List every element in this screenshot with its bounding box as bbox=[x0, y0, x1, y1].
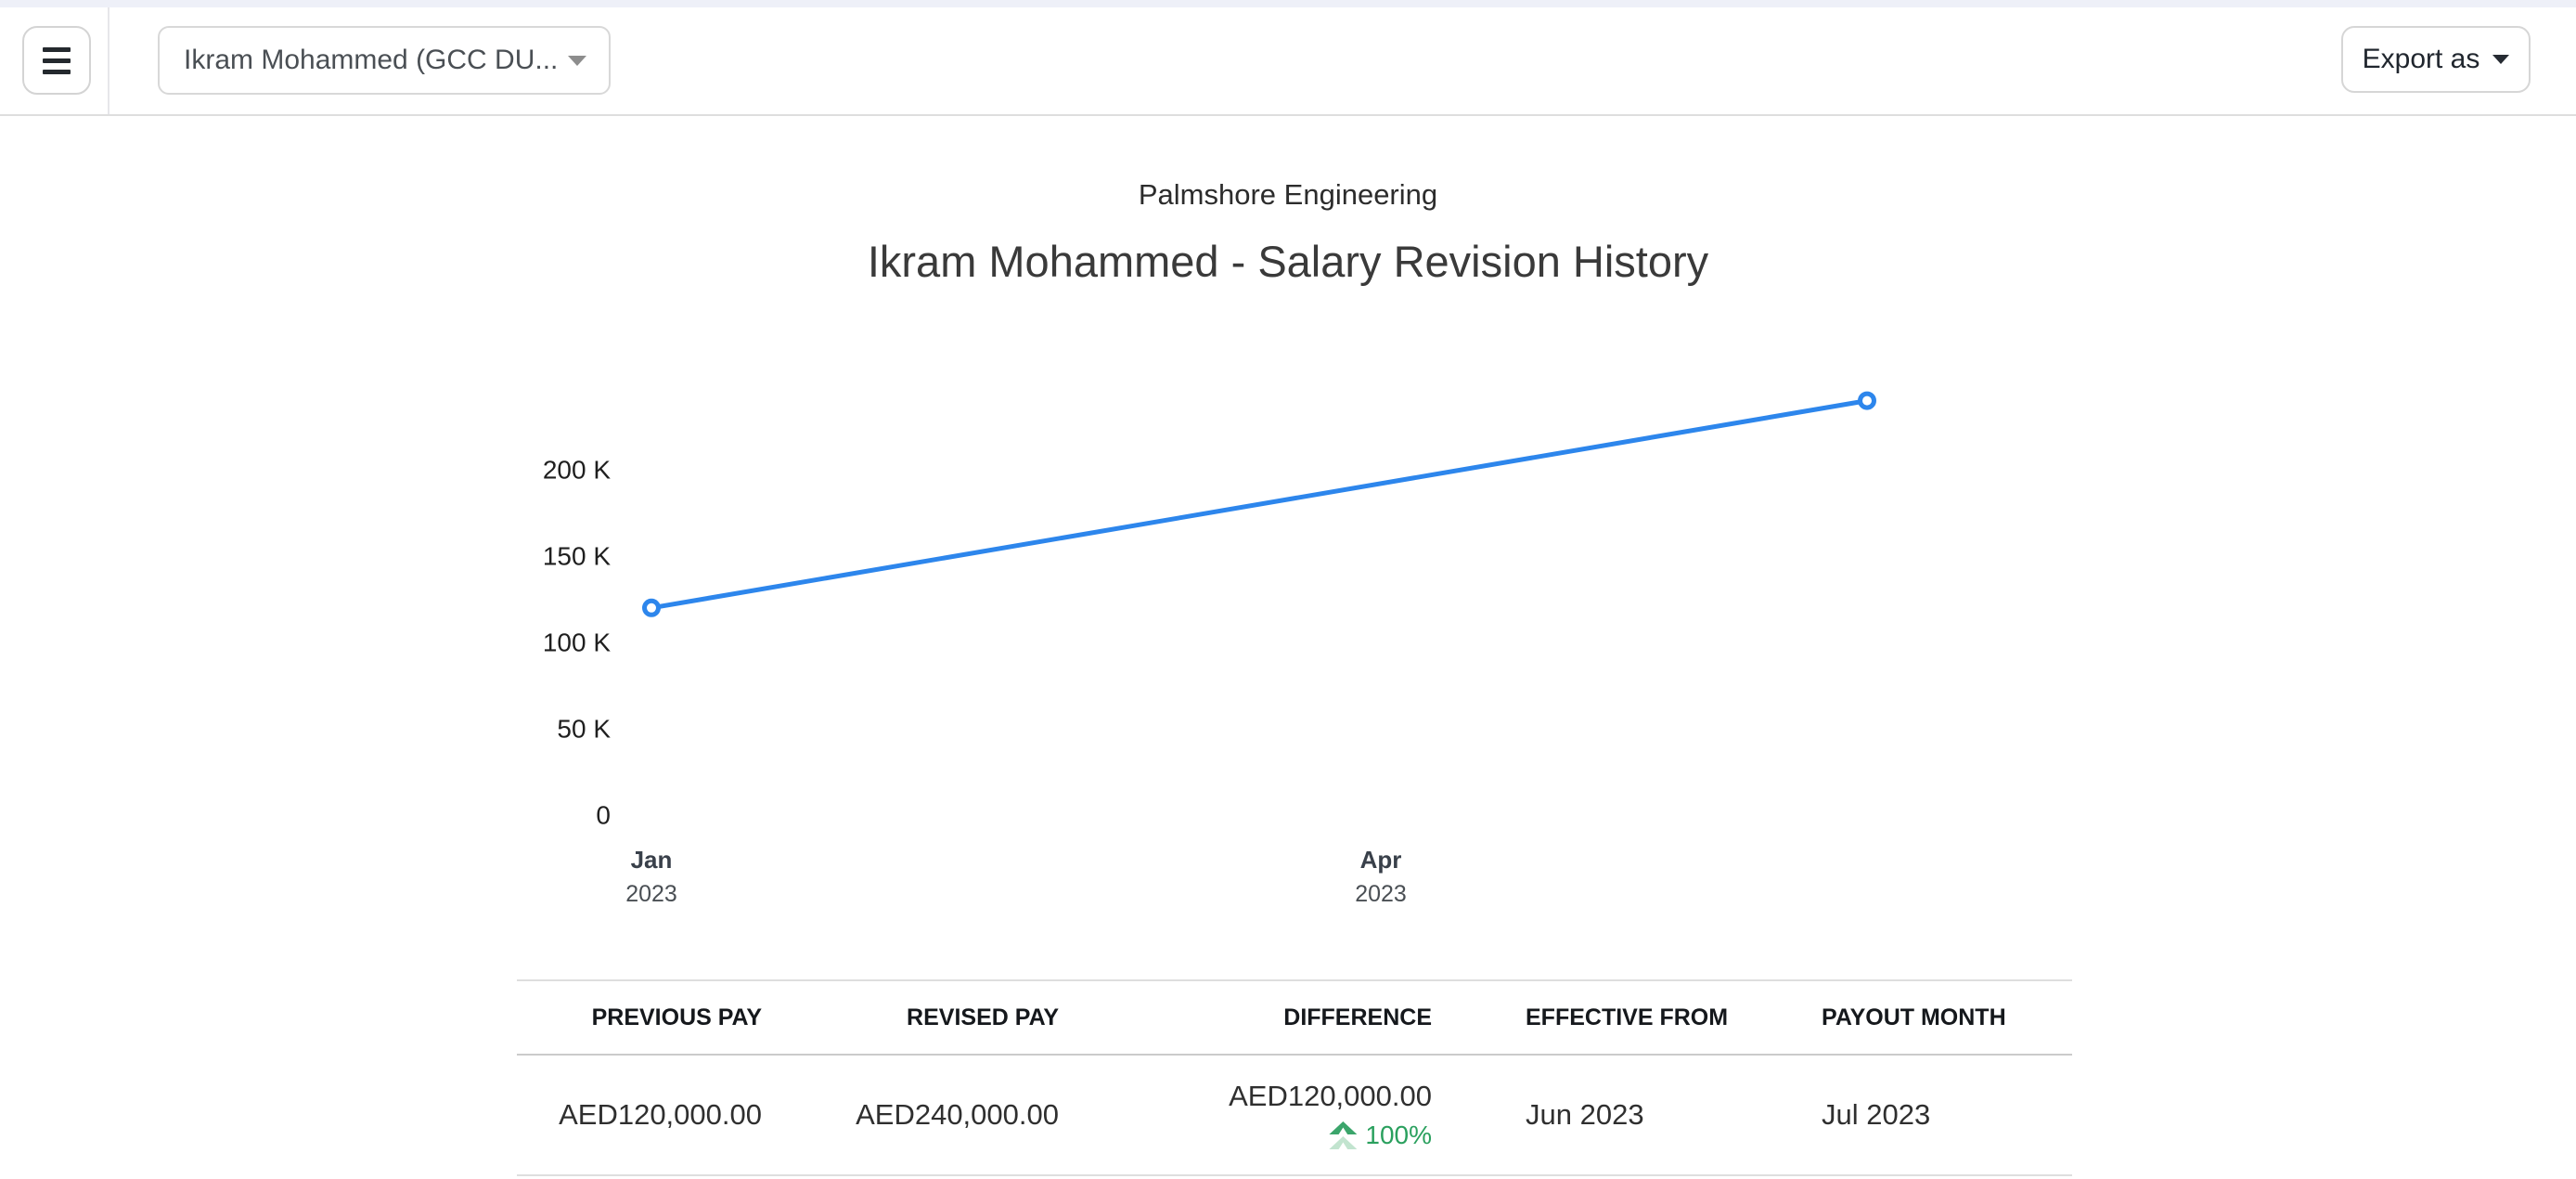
top-bar: Ikram Mohammed (GCC DU... Export as bbox=[0, 7, 2576, 116]
y-axis-tick-label: 0 bbox=[596, 801, 611, 830]
column-header-revised-pay: REVISED PAY bbox=[907, 1004, 1059, 1030]
revised-pay-cell: AED240,000.00 bbox=[856, 1098, 1059, 1131]
difference-percent: 100% bbox=[1365, 1121, 1432, 1149]
y-axis-tick-label: 50 K bbox=[557, 715, 611, 744]
x-axis-tick-label: Apr bbox=[1360, 846, 1402, 874]
employee-selector[interactable]: Ikram Mohammed (GCC DU... bbox=[158, 26, 611, 95]
chevron-down-icon bbox=[2492, 55, 2510, 64]
salary-line-chart-svg: 0 50 K 100 K 150 K 200 K Jan 2023 Apr 2023 bbox=[543, 391, 1876, 907]
x-axis-tick-sublabel: 2023 bbox=[625, 881, 677, 907]
chevron-down-icon bbox=[568, 55, 586, 66]
x-axis-tick-sublabel: 2023 bbox=[1355, 881, 1407, 907]
header-divider bbox=[108, 7, 109, 114]
previous-pay-cell: AED120,000.00 bbox=[559, 1098, 762, 1131]
column-header-payout-month: PAYOUT MONTH bbox=[1822, 1004, 2006, 1030]
difference-amount: AED120,000.00 bbox=[1229, 1080, 1432, 1112]
table-row: AED120,000.00 AED240,000.00 AED120,000.0… bbox=[517, 1055, 2072, 1175]
difference-cell: AED120,000.00 100% bbox=[1074, 1055, 1445, 1175]
y-axis-tick-label: 150 K bbox=[543, 542, 611, 571]
employee-selector-value: Ikram Mohammed (GCC DU... bbox=[184, 45, 559, 75]
table-header-row: PREVIOUS PAY REVISED PAY DIFFERENCE EFFE… bbox=[517, 980, 2072, 1055]
x-axis-tick-label: Jan bbox=[631, 846, 673, 874]
effective-from-cell: Jun 2023 bbox=[1526, 1098, 1644, 1131]
page-title: Ikram Mohammed - Salary Revision History bbox=[867, 237, 1709, 286]
menu-button[interactable] bbox=[22, 26, 91, 95]
y-axis-tick-label: 200 K bbox=[543, 456, 611, 485]
salary-line-chart: 0 50 K 100 K 150 K 200 K Jan 2023 Apr 2023 bbox=[517, 353, 2085, 928]
salary-revision-table: PREVIOUS PAY REVISED PAY DIFFERENCE EFFE… bbox=[517, 979, 2072, 1176]
export-as-button[interactable]: Export as bbox=[2341, 26, 2531, 93]
payout-month-cell: Jul 2023 bbox=[1822, 1098, 1931, 1131]
column-header-effective-from: EFFECTIVE FROM bbox=[1526, 1004, 1729, 1030]
hamburger-icon bbox=[43, 46, 71, 74]
data-point-marker[interactable] bbox=[1858, 391, 1876, 410]
salary-line bbox=[649, 398, 1870, 611]
export-as-label: Export as bbox=[2362, 44, 2480, 74]
y-axis-tick-label: 100 K bbox=[543, 628, 611, 657]
column-header-previous-pay: PREVIOUS PAY bbox=[591, 1004, 762, 1030]
company-name: Palmshore Engineering bbox=[1138, 178, 1438, 211]
top-accent-strip bbox=[0, 0, 2576, 7]
data-point-marker[interactable] bbox=[642, 598, 661, 617]
increase-arrow-icon bbox=[1329, 1121, 1358, 1149]
column-header-difference: DIFFERENCE bbox=[1283, 1004, 1432, 1030]
